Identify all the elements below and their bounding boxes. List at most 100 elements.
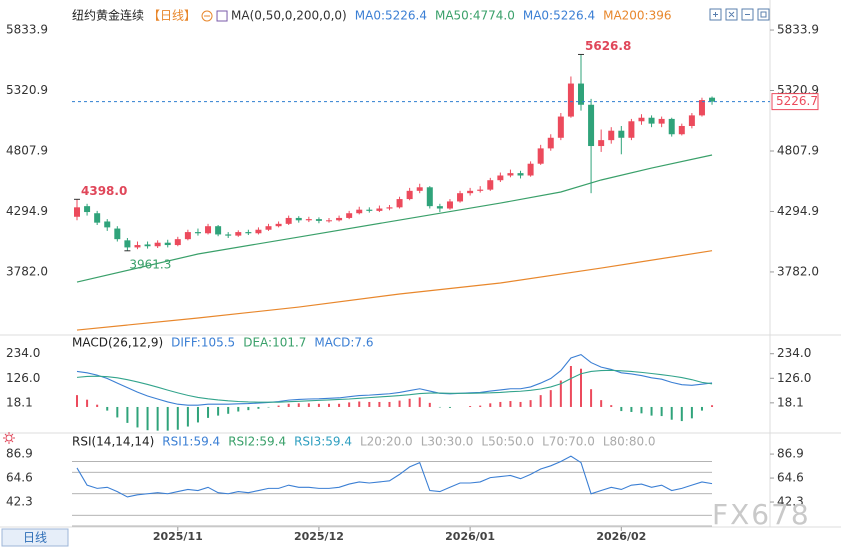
macd-bar <box>338 403 341 407</box>
macd-bar <box>469 406 472 407</box>
candle-body <box>537 148 544 164</box>
candle-body <box>74 207 80 217</box>
y-tick-label: 5320.9 <box>6 83 48 97</box>
macd-bar <box>126 406 129 423</box>
y-tick-label: 5833.9 <box>777 23 819 37</box>
candle-body <box>376 208 383 211</box>
ma-line <box>76 154 713 283</box>
macd-bar <box>398 400 401 407</box>
candle-body <box>416 187 423 191</box>
candle-body <box>618 130 625 138</box>
macd-bar <box>307 403 310 407</box>
candle-body <box>84 206 91 213</box>
high-label: 5626.8 <box>585 39 631 53</box>
candle-body <box>194 232 201 234</box>
candle-body <box>225 234 232 236</box>
legend-item: 纽约黄金连续 <box>72 8 144 23</box>
macd-bar <box>610 405 613 407</box>
candle-body <box>497 175 504 181</box>
macd-bar <box>590 389 593 407</box>
macd-bar <box>358 401 361 407</box>
low-label: 3961.3 <box>129 257 171 271</box>
candle-body <box>487 180 494 190</box>
settings-icon[interactable] <box>3 432 15 444</box>
y-tick-label: 42.3 <box>6 495 33 509</box>
candle-body <box>507 173 514 176</box>
candle-body <box>648 117 655 124</box>
icon[interactable] <box>709 8 722 21</box>
candle-body <box>184 232 191 240</box>
y-tick-label: 234.0 <box>777 346 811 360</box>
legend-item: L30:30.0 <box>421 435 474 449</box>
y-tick-label: 126.0 <box>6 371 40 385</box>
y-tick-label: 4807.9 <box>777 143 819 157</box>
macd-bar <box>227 406 230 414</box>
macd-bar <box>106 406 109 411</box>
legend-item: L50:50.0 <box>481 435 534 449</box>
macd-bar <box>529 400 532 407</box>
candle-body <box>477 189 484 191</box>
y-tick-label: 5833.9 <box>6 23 48 37</box>
macd-bar <box>86 399 89 407</box>
macd-bar <box>297 403 300 407</box>
candle-body <box>124 240 131 248</box>
legend-item: MA200:396 <box>603 9 671 23</box>
candle-body <box>134 245 141 248</box>
candle-body <box>255 229 262 234</box>
macd-bar <box>580 368 582 407</box>
candle-body <box>164 242 171 246</box>
icon <box>201 10 213 22</box>
macd-bar <box>207 406 210 418</box>
candle-body <box>315 219 322 221</box>
y-tick-label: 86.9 <box>777 447 804 461</box>
candle-body <box>346 213 353 218</box>
x-tick-label: 2025/12 <box>294 530 344 543</box>
macd-bar <box>378 401 381 407</box>
candle-body <box>366 209 373 211</box>
candle-body <box>678 125 685 135</box>
candle-body <box>215 226 222 235</box>
candle-body <box>94 213 101 223</box>
macd-bar <box>257 406 260 409</box>
icon[interactable] <box>725 8 738 21</box>
icon[interactable] <box>741 8 754 21</box>
candle-body <box>557 116 564 138</box>
x-tick-label: 2026/02 <box>596 530 646 543</box>
y-tick-label: 64.6 <box>6 471 33 485</box>
legend-item: L20:20.0 <box>360 435 413 449</box>
icon[interactable] <box>757 8 770 21</box>
candle-body <box>285 217 292 224</box>
y-tick-label: 18.1 <box>777 395 804 409</box>
macd-bar <box>317 403 320 407</box>
legend-item: 【日线】 <box>148 9 196 23</box>
legend-item: DIFF:105.5 <box>171 336 235 350</box>
candle-body <box>265 226 272 230</box>
high-label: 4398.0 <box>81 184 127 198</box>
candle-body <box>588 104 595 147</box>
macd-bar <box>186 406 189 427</box>
macd-bar <box>428 402 431 407</box>
y-tick-label: 4294.9 <box>777 204 819 218</box>
rsi-line <box>76 455 713 498</box>
candle-body <box>174 239 181 246</box>
y-tick-label: 64.6 <box>777 471 804 485</box>
icon <box>216 10 228 22</box>
candle-body <box>698 100 705 116</box>
legend-item: MA(0,50,0,200,0,0) <box>231 9 347 23</box>
candle-body <box>144 244 151 247</box>
candle-body <box>114 228 121 240</box>
candle-body <box>336 217 343 221</box>
legend-item: MACD(26,12,9) <box>72 336 163 350</box>
macd-bar <box>650 406 653 416</box>
candle-body <box>517 173 524 176</box>
macd-bar <box>479 405 482 407</box>
macd-bar <box>368 401 371 407</box>
macd-bar <box>156 406 159 431</box>
period-tab-label[interactable]: 日线 <box>23 531 47 545</box>
macd-bar <box>640 406 643 414</box>
y-tick-label: 3782.0 <box>777 264 819 278</box>
period-tab[interactable] <box>1 528 69 547</box>
candle-body <box>638 117 645 122</box>
macd-bar <box>509 401 512 407</box>
candle-body <box>709 97 716 102</box>
